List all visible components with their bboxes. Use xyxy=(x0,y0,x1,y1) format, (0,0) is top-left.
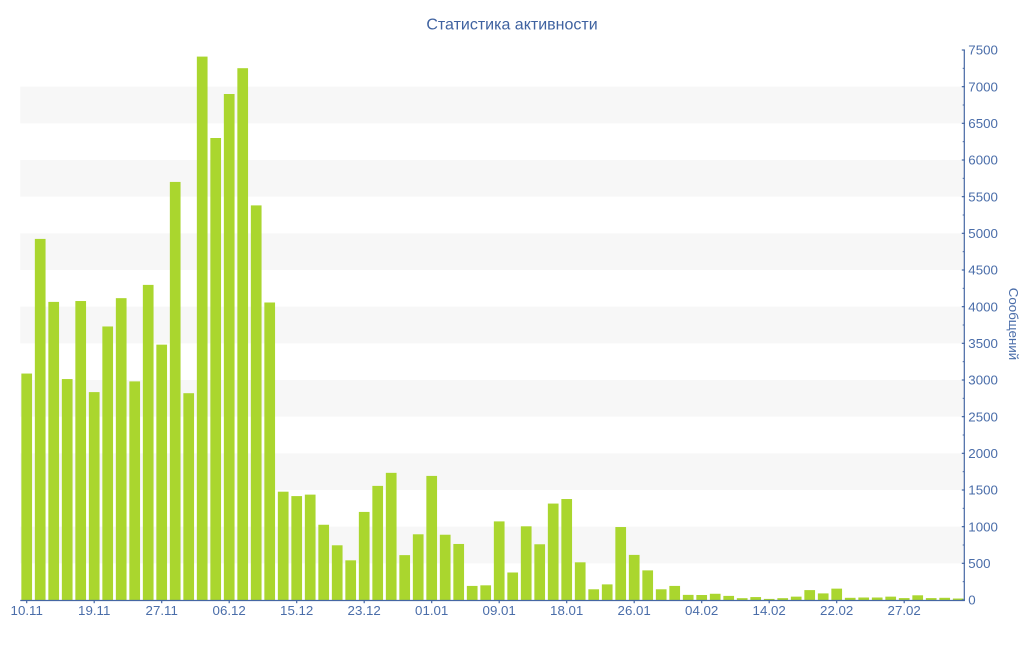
svg-text:15.12: 15.12 xyxy=(280,603,313,618)
svg-text:4000: 4000 xyxy=(968,299,998,314)
svg-text:6000: 6000 xyxy=(968,153,998,168)
svg-text:Сообщений: Сообщений xyxy=(1006,288,1021,360)
svg-text:0: 0 xyxy=(968,593,975,608)
svg-text:27.02: 27.02 xyxy=(888,603,921,618)
svg-text:3000: 3000 xyxy=(968,373,998,388)
svg-text:Статистика активности: Статистика активности xyxy=(426,17,597,34)
svg-text:27.11: 27.11 xyxy=(146,603,178,618)
svg-text:06.12: 06.12 xyxy=(213,603,246,618)
svg-text:500: 500 xyxy=(968,556,990,571)
svg-text:7000: 7000 xyxy=(968,79,998,94)
svg-text:22.02: 22.02 xyxy=(820,603,853,618)
svg-text:2500: 2500 xyxy=(968,409,998,424)
svg-text:09.01: 09.01 xyxy=(483,603,516,618)
svg-text:2000: 2000 xyxy=(968,446,998,461)
svg-text:3500: 3500 xyxy=(968,336,998,351)
svg-text:14.02: 14.02 xyxy=(753,603,786,618)
svg-text:04.02: 04.02 xyxy=(685,603,718,618)
svg-text:01.01: 01.01 xyxy=(415,603,448,618)
svg-text:18.01: 18.01 xyxy=(550,603,583,618)
svg-text:4500: 4500 xyxy=(968,263,998,278)
svg-text:10.11: 10.11 xyxy=(11,603,43,618)
svg-text:1000: 1000 xyxy=(968,519,998,534)
svg-text:6500: 6500 xyxy=(968,116,998,131)
svg-text:19.11: 19.11 xyxy=(78,603,110,618)
svg-text:1500: 1500 xyxy=(968,483,998,498)
svg-text:5000: 5000 xyxy=(968,226,998,241)
svg-text:23.12: 23.12 xyxy=(348,603,381,618)
svg-text:7500: 7500 xyxy=(968,43,998,58)
svg-text:26.01: 26.01 xyxy=(618,603,651,618)
svg-text:5500: 5500 xyxy=(968,189,998,204)
